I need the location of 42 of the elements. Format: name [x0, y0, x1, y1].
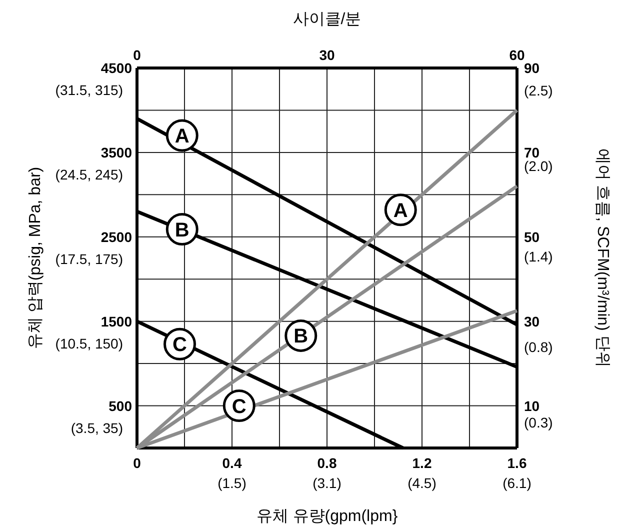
annotation: C	[172, 334, 187, 356]
text: (3.5, 35)	[70, 420, 123, 436]
y3-tick-label: (2.0)	[524, 158, 553, 174]
annotation: B	[294, 326, 308, 348]
y2-tick-label: 50	[524, 228, 540, 245]
x-axis-title: 유체 유량(gpm(lpm}	[256, 508, 398, 525]
y2-tick-label: 70	[524, 144, 540, 160]
x2-axis-title: 사이클/분	[292, 11, 362, 28]
text: (24.5, 245)	[55, 166, 123, 182]
text: (1.5)	[218, 475, 246, 491]
x-tick-label: 1.2	[412, 455, 432, 471]
annotation: C	[232, 396, 246, 418]
y-tick-label: 3500	[100, 144, 132, 160]
x2-tick-label: 60	[509, 47, 525, 63]
text: (31.5, 315)	[55, 82, 123, 98]
x-tick-label: 0	[133, 455, 142, 471]
x2-tick-label: 0	[133, 47, 142, 63]
x-tick-label: 0.8	[317, 455, 337, 471]
y-tick-label: 1500	[100, 313, 132, 330]
y3-tick-label: (0.8)	[524, 338, 553, 355]
y-tick-label: 500	[108, 398, 132, 414]
y-tick-label: 2500	[100, 228, 132, 245]
y3-tick-label: (1.4)	[524, 248, 553, 264]
text: (6.1)	[502, 475, 532, 491]
x2-tick-label: 30	[319, 47, 335, 63]
x-tick-label: 0.4	[222, 455, 242, 471]
text: (4.5)	[408, 475, 436, 491]
y2-tick-label: 10	[524, 398, 540, 414]
y2-tick-label: 30	[524, 313, 540, 330]
text: (10.5, 150)	[55, 335, 123, 352]
y2-axis-title: 에어 흐름, SCFM(m³/min) 단위	[594, 148, 611, 368]
y2-tick-label: 90	[524, 60, 540, 76]
annotation: B	[174, 219, 190, 242]
y-axis-title: 유체 압력(psig, MPa, bar)	[27, 166, 44, 350]
annotation: A	[174, 126, 190, 148]
text: (3.1)	[312, 475, 342, 491]
y-tick-label: 4500	[100, 60, 132, 76]
text: (17.5, 175)	[55, 250, 123, 267]
x-tick-label: 1.6	[507, 455, 527, 471]
annotation: A	[393, 200, 408, 222]
y3-tick-label: (2.5)	[524, 82, 553, 99]
y3-tick-label: (0.3)	[524, 414, 553, 430]
